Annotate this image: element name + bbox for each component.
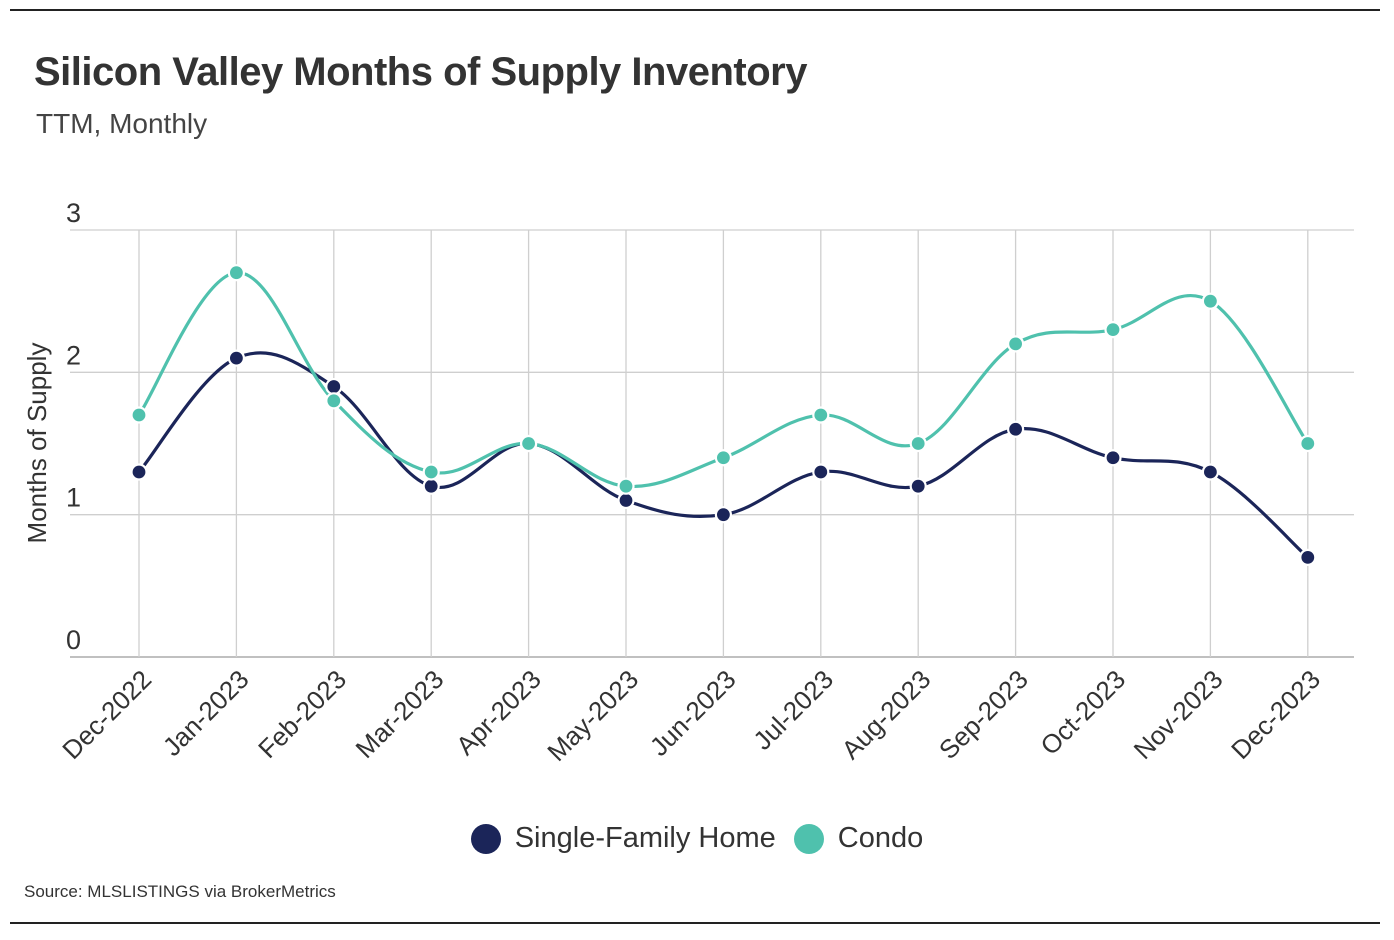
source-note: Source: MLSLISTINGS via BrokerMetrics <box>24 882 336 901</box>
legend-item-condo[interactable]: Condo <box>793 822 924 855</box>
x-tick-label: Dec-2022 <box>56 664 157 765</box>
data-point-single-family[interactable] <box>1201 463 1220 481</box>
data-point-single-family[interactable] <box>422 477 440 495</box>
legend-swatch-condo <box>793 823 824 854</box>
x-tick-label: Oct-2023 <box>1034 664 1131 761</box>
data-point-single-family[interactable] <box>1299 548 1317 566</box>
data-point-condo[interactable] <box>325 392 343 410</box>
legend-swatch-single-family <box>470 823 501 854</box>
x-tick-label: Dec-2023 <box>1225 664 1326 765</box>
x-tick-label: Aug-2023 <box>835 664 936 765</box>
data-point-single-family[interactable] <box>325 377 343 396</box>
data-point-condo[interactable] <box>227 264 245 282</box>
data-point-single-family[interactable] <box>227 349 245 367</box>
x-tick-label: Jun-2023 <box>644 664 742 762</box>
data-point-single-family[interactable] <box>130 463 148 481</box>
data-point-single-family[interactable] <box>1006 420 1025 438</box>
chart-subtitle: TTM, Monthly <box>36 108 208 139</box>
x-tick-label: Jul-2023 <box>747 664 839 756</box>
y-tick-label: 3 <box>66 198 81 228</box>
legend-label-condo: Condo <box>837 822 924 854</box>
x-tick-label: Jan-2023 <box>157 664 255 762</box>
data-point-condo[interactable] <box>1006 335 1025 353</box>
data-point-condo[interactable] <box>1201 292 1220 310</box>
data-point-condo[interactable] <box>519 434 538 453</box>
data-point-condo[interactable] <box>909 434 927 453</box>
x-tick-label: Mar-2023 <box>350 664 450 764</box>
y-tick-label: 0 <box>66 625 81 655</box>
data-point-condo[interactable] <box>130 406 148 424</box>
data-point-condo[interactable] <box>714 449 733 467</box>
data-point-condo[interactable] <box>1299 434 1317 453</box>
x-tick-label: May-2023 <box>541 664 644 767</box>
series <box>130 264 1317 566</box>
data-point-single-family[interactable] <box>714 506 733 524</box>
bottom-rule <box>10 922 1380 924</box>
x-tick-label: Sep-2023 <box>933 664 1034 765</box>
y-axis-ticks: 0 1 2 3 <box>66 198 81 655</box>
y-tick-label: 1 <box>66 483 81 513</box>
x-tick-label: Nov-2023 <box>1128 664 1229 765</box>
legend-item-single-family[interactable]: Single-Family Home <box>470 822 776 855</box>
top-rule <box>10 9 1380 11</box>
data-point-single-family[interactable] <box>812 463 830 481</box>
legend-label-single-family: Single-Family Home <box>514 822 776 854</box>
data-point-condo[interactable] <box>617 477 635 495</box>
data-point-single-family[interactable] <box>1104 449 1122 467</box>
data-point-condo[interactable] <box>422 463 440 481</box>
data-point-condo[interactable] <box>812 406 830 424</box>
y-tick-label: 2 <box>66 340 81 370</box>
chart-title: Silicon Valley Months of Supply Inventor… <box>34 50 807 94</box>
data-point-single-family[interactable] <box>909 477 927 495</box>
x-tick-label: Apr-2023 <box>450 664 547 761</box>
legend: Single-Family Home Condo <box>0 822 1394 855</box>
y-axis-label: Months of Supply <box>22 343 52 544</box>
grid <box>70 229 1354 658</box>
x-tick-label: Feb-2023 <box>252 664 352 764</box>
data-point-single-family[interactable] <box>617 491 635 510</box>
data-point-condo[interactable] <box>1104 321 1122 339</box>
